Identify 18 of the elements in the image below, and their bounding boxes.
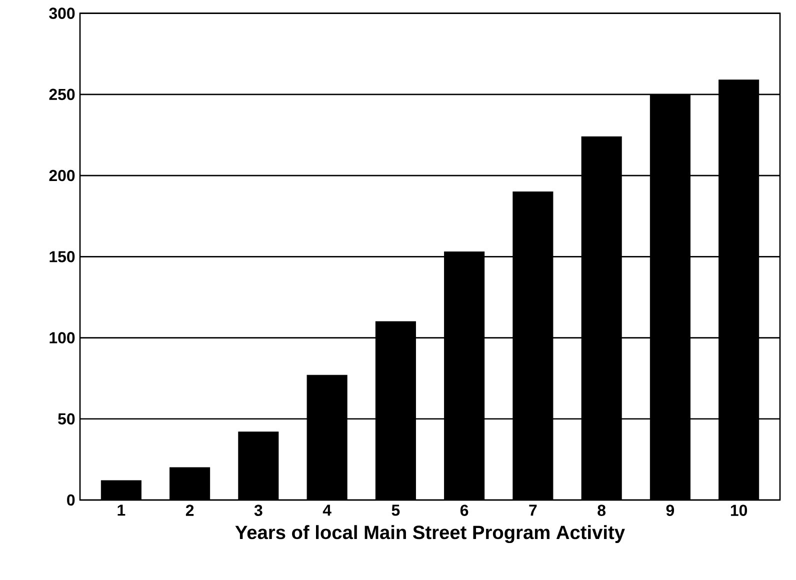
x-tick-label: 6 [460,504,468,516]
x-tick-label: 7 [529,504,537,516]
x-tick-label: 4 [322,504,332,516]
y-tick-label: 100 [50,332,75,344]
y-tick-label: 150 [50,251,75,262]
x-tick-label: 10 [730,504,748,516]
x-tick-label: 3 [254,504,262,516]
x-tick-label: 1 [118,504,126,516]
y-tick-label: 50 [58,413,75,425]
y-tick-label: 300 [49,8,75,19]
x-tick-label: 8 [598,504,606,516]
x-tick-label: 2 [186,504,194,516]
y-tick-label: 200 [49,170,75,182]
y-tick-label: 0 [67,494,75,506]
x-tick-label: 9 [666,504,674,516]
y-tick-label: 250 [49,88,75,100]
x-axis-title: Years of local Main Street Program Activity [235,525,625,544]
x-tick-label: 5 [392,504,400,516]
